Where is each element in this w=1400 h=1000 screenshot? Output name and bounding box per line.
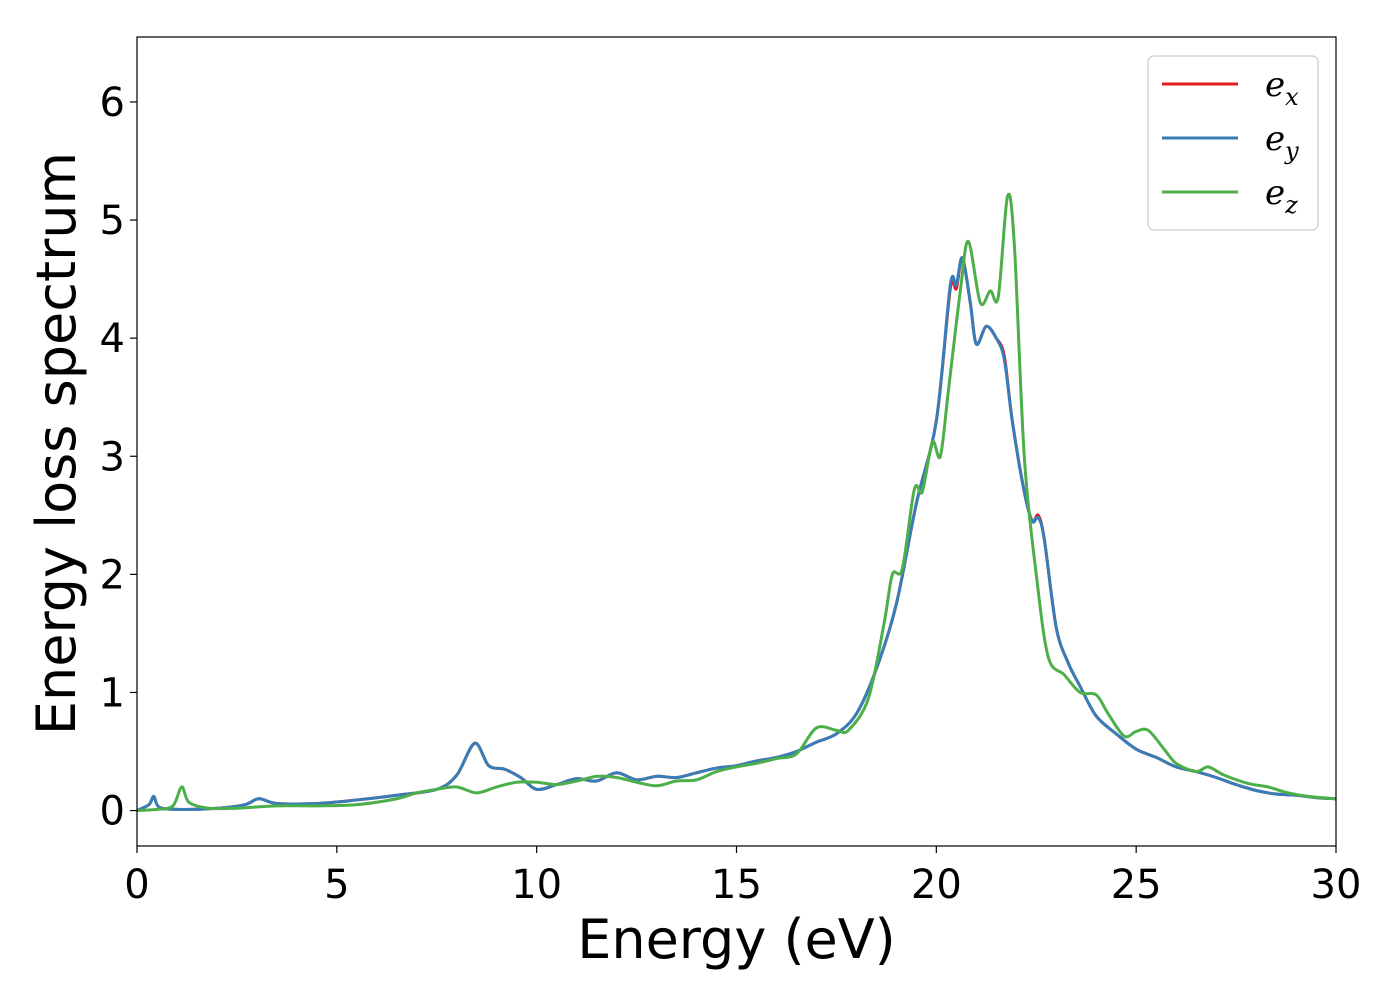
legend-box bbox=[1147, 55, 1319, 231]
x-axis-label: Energy (eV) bbox=[577, 908, 896, 971]
series-layer bbox=[137, 192, 1336, 813]
x-tick-label: 10 bbox=[511, 862, 562, 908]
x-tick-label: 5 bbox=[324, 862, 349, 908]
legend-label-subscript: z bbox=[1284, 191, 1298, 219]
legend-label: ex bbox=[1265, 65, 1299, 111]
legend-label-base: e bbox=[1265, 119, 1285, 159]
legend-label: ey bbox=[1265, 119, 1299, 165]
y-tick-label: 3 bbox=[100, 434, 125, 480]
plot-background bbox=[137, 37, 1336, 846]
y-tick-label: 1 bbox=[100, 670, 125, 716]
y-tick-label: 2 bbox=[100, 552, 125, 598]
y-axis-label: Energy loss spectrum bbox=[25, 152, 88, 735]
y-tick-label: 0 bbox=[100, 789, 125, 835]
legend-label-subscript: x bbox=[1285, 83, 1299, 111]
legend-label-base: e bbox=[1265, 173, 1285, 213]
plot-area bbox=[136, 36, 1337, 847]
y-tick-label: 5 bbox=[100, 198, 125, 244]
y-axis-ticks: 0 1 2 3 4 5 6 bbox=[100, 80, 137, 835]
legend-label: ez bbox=[1265, 173, 1298, 219]
x-tick-label: 15 bbox=[711, 862, 762, 908]
y-tick-label: 6 bbox=[100, 80, 125, 126]
legend-label-base: e bbox=[1265, 65, 1285, 105]
y-tick-label: 4 bbox=[100, 316, 125, 362]
x-axis-ticks: 0 5 10 15 20 25 30 bbox=[124, 846, 1361, 908]
x-tick-label: 25 bbox=[1111, 862, 1162, 908]
x-tick-label: 20 bbox=[911, 862, 962, 908]
x-tick-label: 0 bbox=[124, 862, 149, 908]
legend-label-subscript: y bbox=[1284, 137, 1299, 165]
x-tick-label: 30 bbox=[1311, 862, 1362, 908]
series-line-e-z bbox=[137, 192, 1336, 813]
